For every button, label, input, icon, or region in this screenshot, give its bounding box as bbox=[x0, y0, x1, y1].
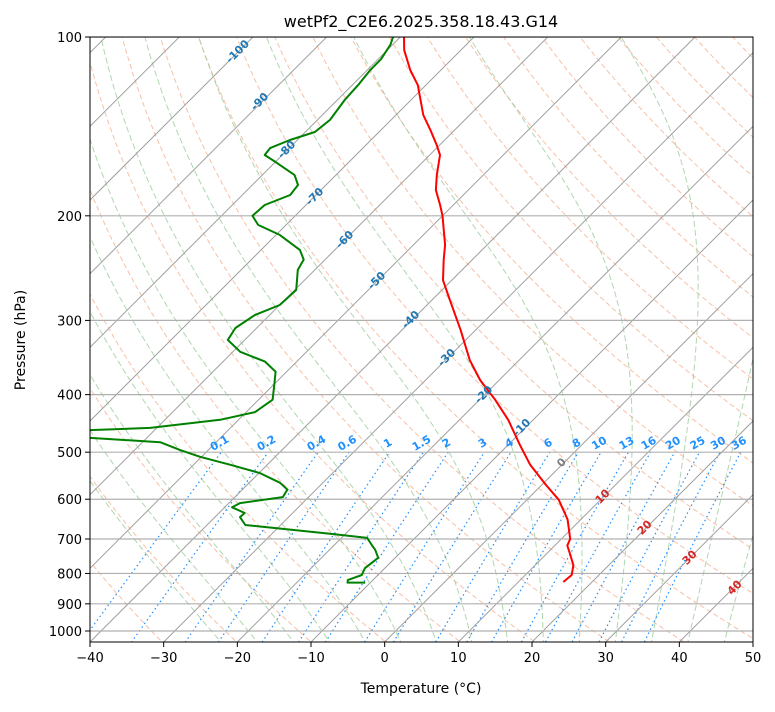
isotherm-label: 0 bbox=[554, 455, 569, 470]
isotherm-label: 10 bbox=[593, 486, 613, 506]
y-tick-label: 800 bbox=[57, 567, 82, 582]
x-tick-label: −10 bbox=[297, 651, 324, 666]
isotherm-line bbox=[0, 24, 561, 646]
x-tick-label: 40 bbox=[671, 651, 688, 666]
dry-adiabat-line bbox=[382, 24, 775, 646]
dry-adiabat-line bbox=[0, 24, 316, 646]
isotherm-line bbox=[0, 24, 266, 646]
moist-adiabat-line bbox=[195, 24, 509, 646]
x-axis-label: Temperature (°C) bbox=[360, 681, 482, 697]
isotherm-label: -30 bbox=[435, 346, 458, 369]
mixing-ratio-line bbox=[465, 452, 579, 646]
x-tick-label: −30 bbox=[150, 651, 177, 666]
dry-adiabat-line bbox=[720, 24, 775, 646]
mixing-ratio-label: 1.5 bbox=[410, 433, 433, 454]
y-tick-label: 200 bbox=[57, 210, 82, 225]
dry-adiabat-line bbox=[44, 24, 466, 646]
moist-adiabat-line bbox=[347, 24, 582, 646]
dry-adiabat-line bbox=[269, 24, 775, 646]
isotherm-label: -40 bbox=[399, 308, 422, 331]
plot-frame bbox=[90, 37, 753, 642]
x-tick-label: 10 bbox=[450, 651, 467, 666]
x-tick-label: 0 bbox=[381, 651, 389, 666]
mixing-ratio-label: 8 bbox=[570, 436, 583, 451]
isotherm-line bbox=[0, 24, 340, 646]
dry-adiabat-line bbox=[457, 24, 775, 646]
temperature-profile-line bbox=[404, 37, 573, 582]
y-tick-label: 900 bbox=[57, 598, 82, 613]
chart-title: wetPf2_C2E6.2025.358.18.43.G14 bbox=[284, 12, 558, 32]
mixing-ratio-label: 30 bbox=[708, 434, 728, 453]
isotherm-label: -90 bbox=[248, 90, 271, 113]
isotherm-line bbox=[0, 24, 487, 646]
x-tick-label: 20 bbox=[524, 651, 541, 666]
dry-adiabat-line bbox=[420, 24, 775, 646]
isotherm-label: -10 bbox=[510, 416, 533, 439]
y-tick-label: 1000 bbox=[49, 625, 82, 640]
dry-adiabat-line bbox=[344, 24, 775, 646]
isotherm-label: 20 bbox=[635, 517, 655, 537]
y-tick-label: 300 bbox=[57, 314, 82, 329]
mixing-ratio-label: 1 bbox=[381, 436, 394, 451]
mixing-ratio-label: 20 bbox=[663, 434, 683, 453]
x-tick-label: 50 bbox=[745, 651, 762, 666]
isotherm-line bbox=[0, 24, 414, 646]
isotherm-label: -80 bbox=[275, 138, 298, 161]
mixing-ratio-label: 10 bbox=[589, 434, 609, 453]
dry-adiabat-line bbox=[570, 24, 775, 646]
dry-adiabat-line bbox=[683, 24, 775, 646]
mixing-ratio-line bbox=[570, 452, 675, 646]
dry-adiabat-line bbox=[758, 24, 775, 646]
isotherm-line bbox=[528, 24, 775, 646]
isotherm-label: -50 bbox=[365, 269, 388, 292]
mixing-ratio-label: 13 bbox=[617, 434, 637, 453]
y-tick-label: 100 bbox=[57, 31, 82, 46]
y-tick-label: 600 bbox=[57, 493, 82, 508]
mixing-ratio-line bbox=[216, 452, 349, 646]
isotherm-line bbox=[86, 24, 708, 646]
y-tick-label: 500 bbox=[57, 446, 82, 461]
mixing-ratio-label: 6 bbox=[541, 435, 554, 450]
mixing-ratio-label: 2 bbox=[440, 436, 453, 451]
mixing-ratio-label: 3 bbox=[476, 436, 489, 451]
background-lines bbox=[0, 24, 775, 646]
dry-adiabat-line bbox=[0, 24, 241, 646]
mixing-ratio-line bbox=[129, 452, 269, 646]
isotherm-label: 40 bbox=[725, 577, 745, 597]
mixing-ratio-label: 25 bbox=[688, 434, 708, 453]
moist-adiabat-line bbox=[261, 24, 543, 646]
moist-adiabat-line bbox=[687, 24, 775, 646]
moist-adiabat-line bbox=[31, 24, 368, 646]
moist-adiabat-line bbox=[141, 24, 472, 646]
isotherm-label: -20 bbox=[472, 383, 495, 406]
y-tick-label: 400 bbox=[57, 389, 82, 404]
y-tick-label: 700 bbox=[57, 533, 82, 548]
y-axis-label: Pressure (hPa) bbox=[13, 290, 29, 390]
x-tick-label: −20 bbox=[224, 651, 251, 666]
profiles bbox=[0, 37, 573, 583]
moist-adiabat-line bbox=[98, 24, 438, 646]
isotherm-line bbox=[381, 24, 775, 646]
mixing-ratio-line bbox=[597, 452, 700, 646]
mixing-ratio-line bbox=[323, 452, 448, 646]
x-tick-label: 30 bbox=[597, 651, 614, 666]
dry-adiabat-line bbox=[645, 24, 775, 646]
x-tick-label: −40 bbox=[76, 651, 103, 666]
isotherm-line bbox=[12, 24, 634, 646]
moist-adiabat-line bbox=[3, 24, 332, 646]
